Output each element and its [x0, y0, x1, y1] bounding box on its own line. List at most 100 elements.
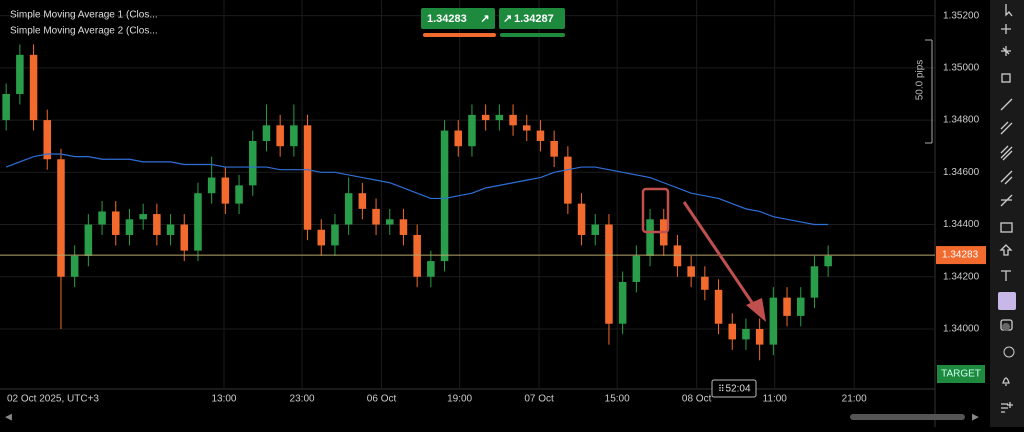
candle-body	[344, 193, 353, 225]
bid-price[interactable]: 1.34283	[427, 13, 467, 25]
candle-body	[139, 214, 147, 220]
candle-body	[783, 297, 791, 316]
crosshair-tool[interactable]	[1001, 24, 1011, 34]
candle-body	[303, 125, 312, 230]
current-price-box	[936, 246, 986, 265]
pan-tool[interactable]	[1001, 46, 1011, 56]
candle-body	[687, 266, 695, 277]
toolbar	[990, 0, 1024, 427]
scrollbar[interactable]	[850, 414, 965, 420]
candle-body	[714, 289, 723, 324]
ray-tool[interactable]	[1000, 194, 1013, 207]
icon: ↗	[480, 13, 489, 25]
ask-price[interactable]: 1.34287	[514, 13, 554, 25]
candle-body	[372, 208, 380, 225]
candle-body	[427, 261, 435, 277]
candle-body	[399, 219, 408, 235]
buy-button[interactable]	[499, 8, 565, 29]
x-tick-label: 21:00	[842, 394, 867, 405]
candle-body	[769, 297, 778, 345]
line-tool[interactable]	[1000, 98, 1013, 111]
y-tick-label: 1.35000	[943, 63, 980, 74]
candle-body	[796, 297, 805, 316]
candle-body	[632, 255, 641, 282]
candle-body	[194, 193, 202, 251]
icon	[1002, 323, 1010, 331]
candle-body	[153, 214, 161, 235]
candle-body	[536, 130, 545, 141]
scroll-right[interactable]: ▶	[972, 411, 979, 421]
arrow-head[interactable]	[746, 298, 766, 322]
text-tool[interactable]	[1001, 270, 1011, 281]
candle-body	[728, 323, 737, 340]
candle-body	[440, 130, 449, 262]
candle-body	[509, 114, 517, 126]
candle-body	[701, 276, 709, 290]
x-tick-label: 07 Oct	[524, 394, 554, 405]
candle-body	[673, 245, 682, 267]
x-tick-label: 13:00	[211, 394, 236, 405]
pitchfork-tool[interactable]	[1000, 170, 1013, 185]
channel-tool[interactable]	[1000, 121, 1013, 135]
candle-body	[564, 156, 572, 204]
settings-tool[interactable]	[1003, 346, 1015, 358]
rectangle-tool[interactable]	[1000, 222, 1013, 233]
scroll-left[interactable]: ◀	[5, 411, 12, 421]
y-tick-label: 1.34000	[943, 324, 980, 335]
plot-background	[0, 0, 990, 427]
candle-body	[385, 219, 394, 225]
legend-entry[interactable]: Simple Moving Average 2 (Clos...	[10, 26, 158, 37]
y-tick-label: 1.35200	[943, 10, 980, 21]
add-tool[interactable]	[1001, 402, 1013, 413]
candle-body	[331, 224, 339, 246]
x-tick-label: 19:00	[447, 394, 472, 405]
candle-body	[646, 219, 654, 256]
candle-body	[550, 140, 558, 157]
countdown-box	[711, 379, 757, 398]
candle-body	[248, 140, 257, 186]
measure-tool[interactable]	[1001, 73, 1011, 83]
candle-body	[522, 125, 531, 131]
candle-body	[605, 224, 613, 324]
cursor-tool[interactable]	[1005, 4, 1013, 17]
candle-body	[481, 114, 490, 121]
sell-bar	[423, 33, 496, 37]
candle-body	[495, 114, 504, 121]
candle-body	[180, 224, 189, 251]
arrow-tool[interactable]	[999, 244, 1013, 256]
candle-body	[755, 328, 764, 345]
fib-tool[interactable]	[1000, 145, 1013, 161]
candle-body	[618, 281, 627, 324]
candle-body	[290, 125, 298, 147]
arrow-line[interactable]	[682, 201, 759, 311]
candle-body	[742, 328, 750, 340]
candle-body	[111, 211, 120, 235]
highlight-box[interactable]	[641, 187, 670, 234]
target-label[interactable]: TARGET	[941, 369, 981, 380]
candle-body	[262, 125, 271, 141]
icon: ⠿	[718, 383, 725, 393]
ruler-label: 50.0 pips	[915, 60, 926, 101]
x-tick-label: 11:00	[763, 394, 788, 405]
candle-body	[221, 177, 230, 204]
time-start-label: 02 Oct 2025, UTC+3	[7, 394, 99, 405]
candle-body	[235, 185, 243, 204]
candle-body	[43, 120, 52, 160]
x-tick-label: 06 Oct	[367, 394, 397, 405]
candle-body	[810, 266, 819, 298]
candle-body	[413, 234, 421, 277]
y-tick-label: 1.34400	[943, 219, 980, 230]
alert-tool[interactable]	[1002, 377, 1010, 386]
sell-button[interactable]	[421, 8, 495, 29]
candle-body	[824, 255, 832, 267]
legend-entry[interactable]: Simple Moving Average 1 (Clos...	[10, 10, 158, 21]
candle-body	[29, 54, 38, 121]
x-tick-label: 08 Oct	[682, 394, 712, 405]
candle-body	[358, 193, 367, 209]
y-tick-label: 1.34600	[943, 167, 980, 178]
color-swatch[interactable]	[998, 292, 1016, 310]
target-box[interactable]	[937, 365, 985, 383]
buy-bar	[500, 33, 565, 37]
